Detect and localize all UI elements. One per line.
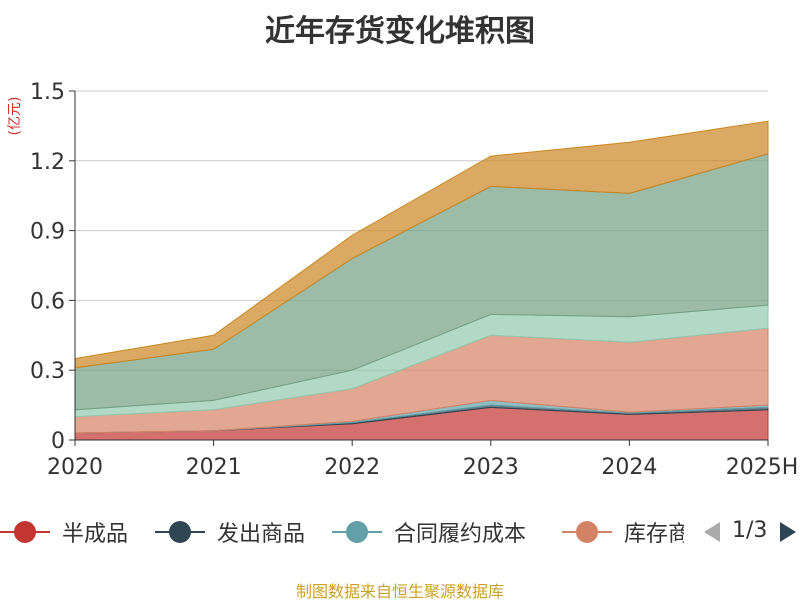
y-tick-label: 0 [51, 429, 65, 454]
y-tick-label: 0.3 [30, 359, 65, 384]
x-tick-label: 2021 [186, 455, 242, 480]
x-tick-label: 2025H [726, 455, 799, 480]
chevron-right-icon[interactable] [780, 522, 796, 542]
y-unit-label: (亿元) [7, 97, 23, 136]
area-series-6 [74, 120, 769, 369]
y-tick-label: 1.5 [30, 80, 65, 105]
legend-label: 发出商品 [217, 522, 306, 547]
legend-marker-icon [0, 514, 50, 550]
legend-pager: 1/3 [700, 514, 800, 550]
legend-marker-icon [155, 514, 205, 550]
x-tick-label: 2024 [601, 455, 657, 480]
x-tick-label: 2022 [324, 455, 380, 480]
legend-label: 合同履约成本 [394, 522, 527, 547]
y-tick-label: 0.9 [30, 220, 65, 245]
legend-marker-icon [332, 514, 382, 550]
legend-clip: 库存商品 [562, 514, 684, 550]
y-tick-label: 1.2 [30, 150, 65, 175]
y-tick-label: 0.6 [30, 289, 65, 314]
legend-item-finished-goods[interactable]: 库存商品 [562, 514, 684, 550]
x-tick-label: 2020 [47, 455, 103, 480]
x-tick-label: 2023 [463, 455, 519, 480]
legend-item-semi-finished[interactable]: 半成品 [0, 514, 128, 550]
legend-item-contract-cost[interactable]: 合同履约成本 [332, 514, 526, 550]
legend-page-indicator: 1/3 [732, 518, 768, 543]
legend-label: 半成品 [62, 522, 129, 547]
chevron-left-icon[interactable] [704, 522, 720, 542]
chart-title: 近年存货变化堆积图 [265, 14, 535, 49]
legend: 半成品 发出商品 合同履约成本 库存商品 1/3 [0, 514, 800, 550]
legend-item-shipped-goods[interactable]: 发出商品 [155, 514, 305, 550]
legend-marker-icon [562, 514, 612, 550]
source-note: 制图数据来自恒生聚源数据库 [295, 582, 504, 601]
legend-label: 库存商品 [624, 522, 684, 547]
